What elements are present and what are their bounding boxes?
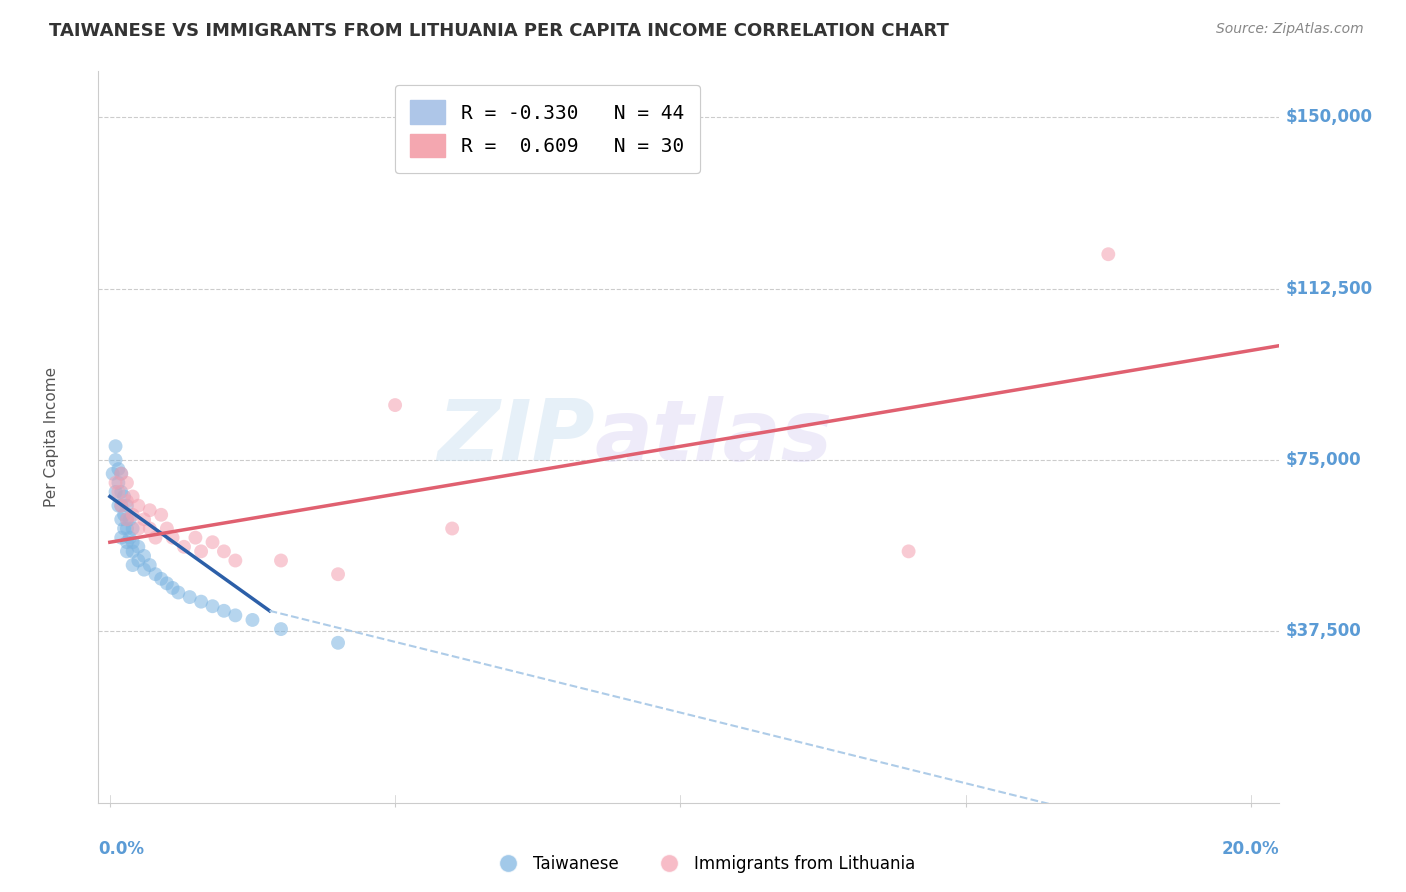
Point bbox=[107, 462, 129, 476]
Point bbox=[107, 475, 129, 490]
Point bbox=[121, 558, 143, 573]
Point bbox=[104, 453, 127, 467]
Point bbox=[115, 535, 138, 549]
Text: $112,500: $112,500 bbox=[1285, 279, 1372, 298]
Point bbox=[212, 604, 235, 618]
Point bbox=[115, 475, 138, 490]
Point bbox=[107, 499, 129, 513]
Text: $75,000: $75,000 bbox=[1285, 451, 1361, 469]
Point bbox=[224, 608, 246, 623]
Point bbox=[190, 594, 212, 608]
Text: Per Capita Income: Per Capita Income bbox=[44, 367, 59, 508]
Legend: Taiwanese, Immigrants from Lithuania: Taiwanese, Immigrants from Lithuania bbox=[485, 848, 921, 880]
Point bbox=[127, 521, 149, 535]
Point bbox=[150, 572, 173, 586]
Point bbox=[107, 484, 129, 499]
Point bbox=[132, 512, 155, 526]
Text: Source: ZipAtlas.com: Source: ZipAtlas.com bbox=[1216, 22, 1364, 37]
Point bbox=[167, 585, 190, 599]
Point bbox=[173, 540, 195, 554]
Point bbox=[270, 622, 292, 636]
Point bbox=[127, 553, 149, 567]
Text: $150,000: $150,000 bbox=[1285, 108, 1372, 126]
Point bbox=[212, 544, 235, 558]
Point bbox=[121, 521, 143, 535]
Point bbox=[150, 508, 173, 522]
Point bbox=[112, 508, 135, 522]
Point bbox=[156, 576, 179, 591]
Point bbox=[270, 553, 292, 567]
Point bbox=[179, 590, 201, 604]
Point bbox=[112, 490, 135, 504]
Point bbox=[145, 531, 167, 545]
Legend: R = -0.330   N = 44, R =  0.609   N = 30: R = -0.330 N = 44, R = 0.609 N = 30 bbox=[395, 85, 700, 173]
Point bbox=[224, 553, 246, 567]
Point bbox=[115, 499, 138, 513]
Point bbox=[145, 567, 167, 582]
Point bbox=[132, 563, 155, 577]
Point bbox=[326, 567, 349, 582]
Point bbox=[242, 613, 264, 627]
Point bbox=[326, 636, 349, 650]
Point bbox=[104, 439, 127, 453]
Point bbox=[118, 512, 141, 526]
Point bbox=[115, 544, 138, 558]
Point bbox=[121, 544, 143, 558]
Point bbox=[121, 535, 143, 549]
Point bbox=[110, 467, 132, 481]
Point bbox=[162, 581, 184, 595]
Point bbox=[118, 531, 141, 545]
Point bbox=[104, 484, 127, 499]
Point bbox=[201, 599, 224, 614]
Point bbox=[101, 467, 124, 481]
Point bbox=[156, 521, 179, 535]
Text: TAIWANESE VS IMMIGRANTS FROM LITHUANIA PER CAPITA INCOME CORRELATION CHART: TAIWANESE VS IMMIGRANTS FROM LITHUANIA P… bbox=[49, 22, 949, 40]
Point bbox=[127, 499, 149, 513]
Point bbox=[115, 521, 138, 535]
Point bbox=[190, 544, 212, 558]
Point bbox=[115, 512, 138, 526]
Text: 20.0%: 20.0% bbox=[1222, 840, 1279, 858]
Point bbox=[441, 521, 464, 535]
Point bbox=[115, 512, 138, 526]
Point bbox=[104, 475, 127, 490]
Text: 0.0%: 0.0% bbox=[98, 840, 145, 858]
Text: $37,500: $37,500 bbox=[1285, 623, 1361, 640]
Point bbox=[201, 535, 224, 549]
Point bbox=[110, 512, 132, 526]
Point bbox=[184, 531, 207, 545]
Text: ZIP: ZIP bbox=[437, 395, 595, 479]
Point bbox=[162, 531, 184, 545]
Text: atlas: atlas bbox=[595, 395, 832, 479]
Point bbox=[132, 549, 155, 563]
Point bbox=[897, 544, 920, 558]
Point bbox=[110, 499, 132, 513]
Point bbox=[121, 490, 143, 504]
Point bbox=[1097, 247, 1119, 261]
Point bbox=[110, 499, 132, 513]
Point bbox=[139, 503, 162, 517]
Point bbox=[110, 484, 132, 499]
Point bbox=[121, 508, 143, 522]
Point bbox=[110, 467, 132, 481]
Point bbox=[127, 540, 149, 554]
Point bbox=[139, 521, 162, 535]
Point bbox=[112, 521, 135, 535]
Point bbox=[110, 531, 132, 545]
Point bbox=[139, 558, 162, 573]
Point bbox=[115, 494, 138, 508]
Point bbox=[384, 398, 406, 412]
